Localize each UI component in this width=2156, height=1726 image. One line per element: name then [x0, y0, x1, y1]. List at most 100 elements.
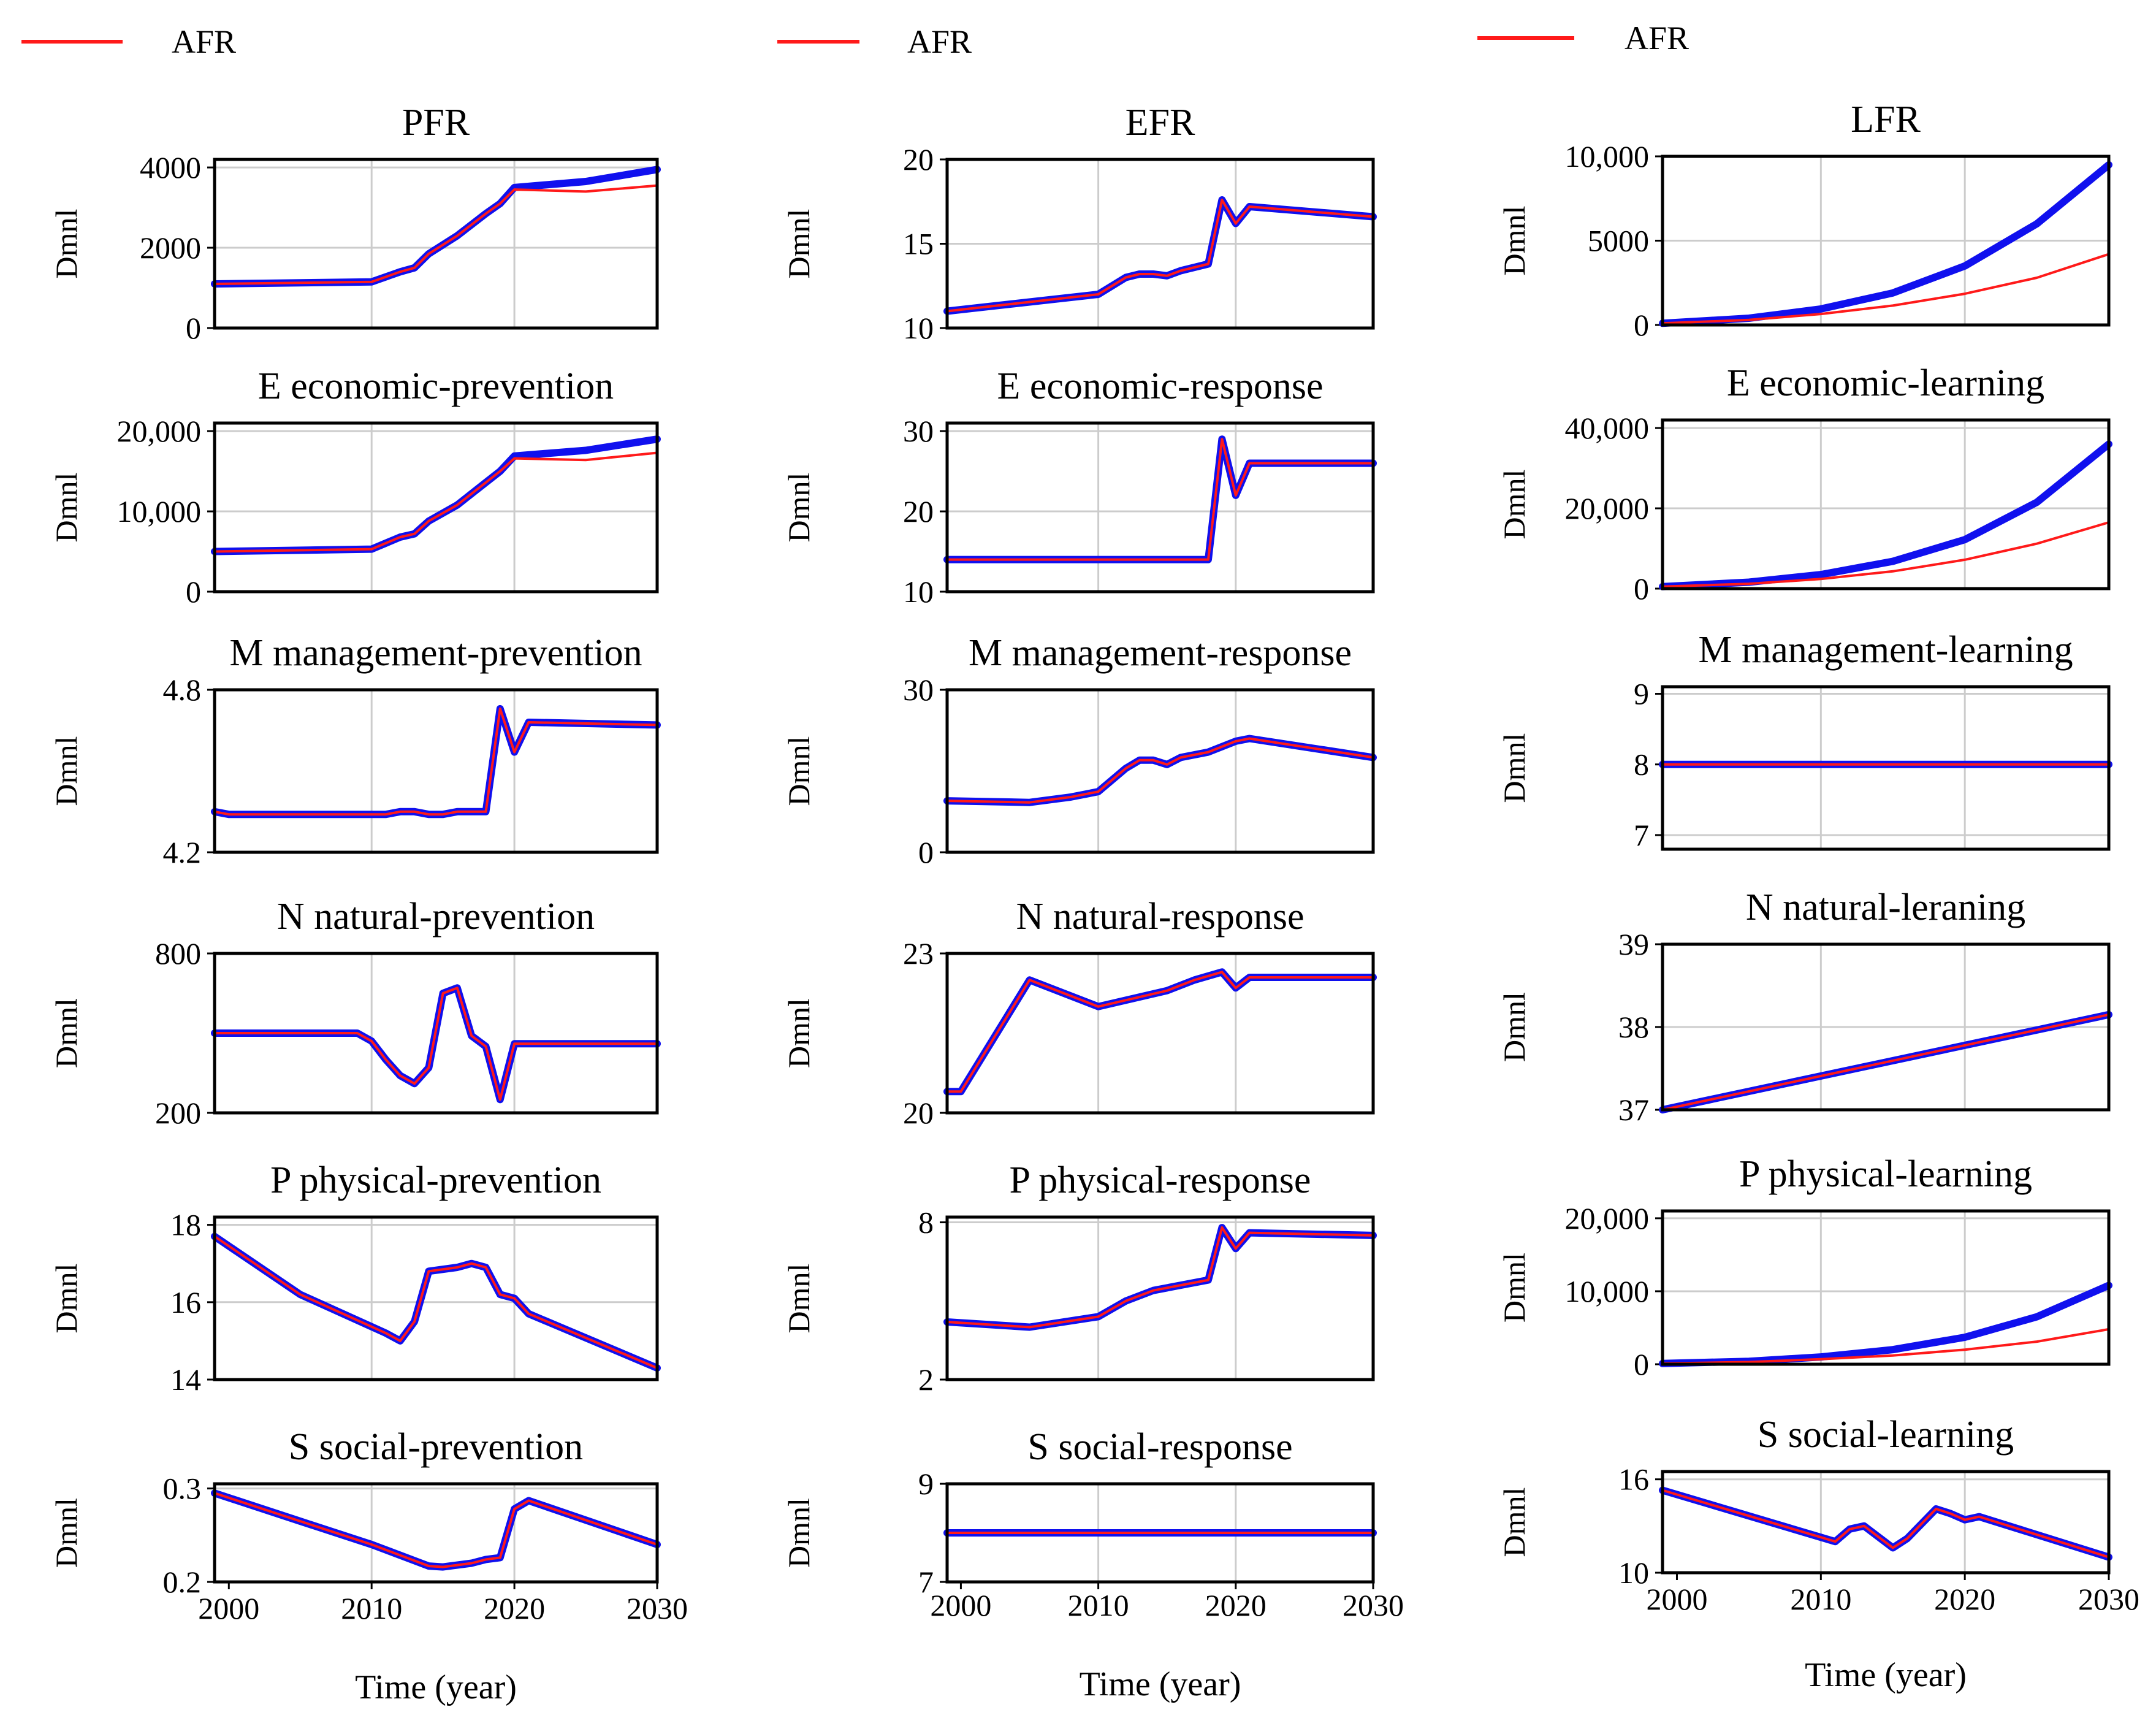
- y-tick-label: 40,000: [1565, 411, 1650, 445]
- y-tick-label: 10: [1618, 1556, 1649, 1590]
- y-tick-label: 30: [903, 414, 934, 448]
- x-tick-label: 2030: [1343, 1588, 1404, 1622]
- plot-frame: [213, 1482, 659, 1584]
- panel-m-management-prevention: M management-prevention Dmnl 4.2 4.8: [49, 632, 661, 869]
- series-line-base: [943, 196, 1377, 315]
- series-line-afr: [213, 987, 658, 1101]
- legend-label-afr: AFR: [172, 23, 236, 60]
- panel-e-economic-prevention: E economic-prevention Dmnl 0 10,000 20,000: [49, 365, 661, 609]
- y-axis-label: Dmnl: [782, 209, 816, 279]
- y-axis-label: Dmnl: [49, 1498, 83, 1568]
- y-tick-label: 20,000: [1565, 491, 1650, 525]
- panel-n-natural-prevention: N natural-prevention Dmnl 200 800: [49, 896, 661, 1130]
- y-tick-label: 8: [1634, 747, 1649, 782]
- y-tick-label: 800: [155, 936, 201, 971]
- y-axis-label: Dmnl: [49, 473, 83, 543]
- series-line-afr: [946, 971, 1374, 1093]
- y-axis-label: Dmnl: [1497, 206, 1531, 276]
- y-tick-label: 20: [903, 494, 934, 529]
- panel-title: N natural-prevention: [277, 896, 595, 937]
- x-tick-label: 2030: [2078, 1582, 2139, 1616]
- series-line-afr: [946, 1226, 1374, 1329]
- y-axis-label: Dmnl: [49, 998, 83, 1068]
- y-tick-label: 16: [170, 1285, 201, 1319]
- panel-pfr: PFR Dmnl 0 2000 4000: [49, 102, 661, 345]
- panel-title: M management-prevention: [229, 632, 642, 674]
- series-line-base: [1659, 161, 2112, 327]
- panel-s-social-response: S social-response Dmnl 7 9 2000 2010 2020 2030: [782, 1426, 1404, 1622]
- y-tick-label: 0.2: [163, 1565, 202, 1599]
- series-line-afr: [213, 184, 658, 285]
- panel-p-physical-prevention: P physical-prevention Dmnl 14 16 18: [49, 1159, 661, 1397]
- y-tick-label: 10: [903, 575, 934, 609]
- y-tick-label: 30: [903, 673, 934, 707]
- panel-title: N natural-leraning: [1746, 887, 2025, 928]
- series-line-base: [1659, 440, 2112, 590]
- y-tick-label: 10: [903, 311, 934, 345]
- y-tick-label: 8: [918, 1205, 934, 1240]
- series-line-base: [211, 435, 661, 556]
- y-axis-label: Dmnl: [782, 473, 816, 543]
- plot-frame: [1661, 418, 2111, 590]
- panel-m-management-learning: M management-learning Dmnl 7 8 9: [1497, 629, 2112, 852]
- y-tick-label: 20,000: [1565, 1201, 1650, 1235]
- plot-frame: [1661, 1209, 2111, 1366]
- series-line-afr: [1661, 521, 2110, 588]
- y-tick-label: 18: [170, 1208, 201, 1242]
- series-line-base: [943, 435, 1377, 563]
- panel-e-economic-learning: E economic-learning Dmnl 0 20,000 40,000: [1497, 362, 2112, 606]
- series-line-afr: [213, 707, 658, 816]
- series-line-afr: [213, 451, 658, 553]
- series-line-base: [943, 1224, 1377, 1331]
- panel-e-economic-response: E economic-response Dmnl 10 20 30: [782, 365, 1377, 609]
- panel-title: S social-prevention: [289, 1426, 583, 1468]
- panel-title: M management-learning: [1698, 629, 2073, 671]
- y-axis-label: Dmnl: [1497, 733, 1531, 803]
- y-axis-label: Dmnl: [782, 998, 816, 1068]
- series-line-base: [1659, 1281, 2112, 1367]
- series-line-base: [1659, 1486, 2112, 1561]
- plot-frame: [1661, 685, 2111, 851]
- panel-title: EFR: [1126, 102, 1195, 143]
- y-tick-label: 10,000: [1565, 139, 1650, 174]
- panel-title: LFR: [1851, 99, 1921, 140]
- y-axis-label: Dmnl: [1497, 1253, 1531, 1323]
- x-tick-label: 2000: [198, 1591, 259, 1625]
- panel-title: E economic-learning: [1727, 362, 2044, 404]
- y-tick-label: 2000: [140, 231, 201, 265]
- y-tick-label: 39: [1618, 927, 1649, 961]
- y-tick-label: 20,000: [117, 414, 202, 448]
- plot-frame: [945, 688, 1375, 854]
- x-tick-label: 2020: [484, 1591, 545, 1625]
- y-tick-label: 4000: [140, 150, 201, 185]
- panel-lfr: LFR Dmnl 0 5000 10,000: [1497, 99, 2112, 342]
- series-line-base: [211, 166, 661, 288]
- y-tick-label: 23: [903, 936, 934, 971]
- plot-frame: [945, 952, 1375, 1115]
- plot-frame: [213, 421, 659, 594]
- series-line-afr: [213, 1492, 658, 1568]
- y-axis-label: Dmnl: [1497, 1487, 1531, 1557]
- y-axis-label: Dmnl: [49, 1264, 83, 1334]
- plot-frame: [1661, 1470, 2111, 1575]
- x-axis-label-col2: Time (year): [1080, 1665, 1241, 1703]
- y-tick-label: 20: [903, 142, 934, 177]
- series-line-afr: [946, 199, 1374, 313]
- x-tick-label: 2000: [930, 1588, 991, 1622]
- legend-1: AFR: [21, 23, 236, 60]
- plot-frame: [213, 952, 659, 1115]
- y-tick-label: 0: [1634, 308, 1649, 342]
- y-axis-label: Dmnl: [49, 736, 83, 806]
- panel-efr: EFR Dmnl 10 15 20: [782, 102, 1377, 345]
- y-axis-label: Dmnl: [49, 209, 83, 279]
- plot-frame: [1661, 942, 2111, 1112]
- y-tick-label: 0: [186, 575, 201, 609]
- y-tick-label: 0: [1634, 571, 1649, 606]
- panel-title: P physical-prevention: [270, 1159, 601, 1201]
- series-line-afr: [946, 737, 1374, 804]
- y-tick-label: 4.2: [163, 835, 202, 869]
- y-tick-label: 200: [155, 1096, 201, 1130]
- panel-s-social-learning: S social-learning Dmnl 10 16 2000 2010 2020 203…: [1497, 1414, 2139, 1616]
- panel-n-natural-leraning: N natural-leraning Dmnl 37 38 39: [1497, 887, 2112, 1127]
- x-tick-label: 2010: [1790, 1582, 1851, 1616]
